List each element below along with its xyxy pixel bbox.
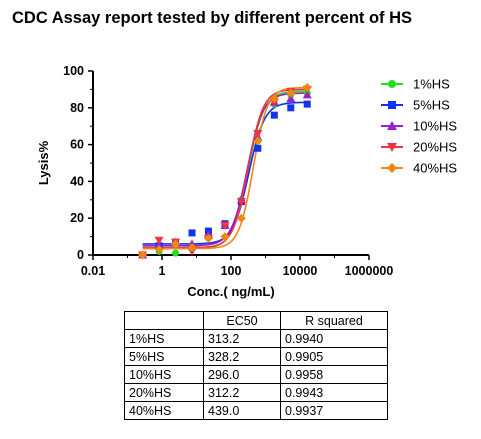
y-tick-label: 80 [70, 101, 84, 115]
data-point [286, 94, 296, 103]
table-header-ec50: EC50 [203, 311, 281, 330]
data-point [171, 239, 181, 249]
data-point [302, 83, 312, 93]
table-header-blank [124, 311, 204, 330]
row-rsquared: 0.9905 [280, 347, 388, 366]
table-row: 5%HS 328.2 0.9905 [124, 347, 388, 366]
y-axis-label: Lysis% [36, 140, 51, 185]
row-ec50: 312.2 [203, 383, 281, 402]
table-row: 20%HS 312.2 0.9943 [124, 383, 388, 402]
row-ec50: 328.2 [203, 347, 281, 366]
data-point [138, 250, 148, 260]
data-point [154, 236, 164, 245]
row-ec50: 313.2 [203, 329, 281, 348]
data-point [203, 233, 213, 243]
table-header-row: EC50 R squared [124, 311, 388, 330]
row-rsquared: 0.9937 [280, 401, 388, 420]
row-ec50: 439.0 [203, 401, 281, 420]
table-header-rsquared: R squared [280, 311, 388, 330]
legend-marker [388, 101, 396, 109]
y-tick-label: 20 [70, 211, 84, 225]
axes: 0 20 40 60 80 100 0.01 1 100 10000 1000000 Conc.( n… [36, 64, 393, 299]
chart: 0 20 40 60 80 100 0.01 1 100 10000 1000000 Conc.( n… [36, 64, 457, 299]
data-point [303, 100, 311, 108]
data-point [236, 198, 246, 207]
row-rsquared: 0.9940 [280, 329, 388, 348]
legend-marker [387, 143, 397, 152]
legend-label: 1%HS [413, 77, 450, 92]
row-rsquared: 0.9943 [280, 383, 388, 402]
fit-curve-40%HS [142, 86, 308, 250]
data-point [220, 222, 230, 231]
row-label: 10%HS [124, 365, 204, 384]
results-table: EC50 R squared 1%HS 313.2 0.9940 5%HS 32… [124, 311, 388, 420]
legend-marker [387, 121, 397, 130]
row-ec50: 296.0 [203, 365, 281, 384]
data-point [302, 90, 312, 99]
data-point [253, 136, 263, 146]
data-point [287, 104, 295, 112]
legend-label: 10%HS [413, 119, 457, 134]
legend-label: 5%HS [413, 98, 450, 113]
y-tick-label: 60 [70, 138, 84, 152]
data-point [154, 244, 164, 254]
x-tick-label: 1000000 [345, 264, 394, 278]
row-label: 5%HS [124, 347, 204, 366]
data-point [187, 243, 197, 253]
data-point [253, 130, 263, 139]
data-point [254, 144, 262, 152]
row-label: 40%HS [124, 401, 204, 420]
table-row: 40%HS 439.0 0.9937 [124, 401, 388, 420]
legend-label: 20%HS [413, 140, 457, 155]
legend-label: 40%HS [413, 161, 457, 176]
table-row: 10%HS 296.0 0.9958 [124, 365, 388, 384]
data-point [270, 111, 278, 119]
data-point [172, 249, 180, 257]
data-point [269, 94, 279, 104]
x-axis-label: Conc.( ng/mL) [187, 284, 274, 299]
data-point [286, 88, 296, 98]
table-row: 1%HS 313.2 0.9940 [124, 329, 388, 348]
x-tick-label: 10000 [283, 264, 318, 278]
row-label: 1%HS [124, 329, 204, 348]
legend: 1%HS 5%HS 10%HS 20%HS 40%HS [381, 77, 457, 176]
legend-marker [387, 163, 397, 173]
legend-marker [388, 80, 396, 88]
data-point [220, 232, 230, 242]
y-tick-label: 100 [63, 64, 84, 78]
x-tick-label: 100 [221, 264, 242, 278]
row-rsquared: 0.9958 [280, 365, 388, 384]
row-label: 20%HS [124, 383, 204, 402]
data-point [236, 213, 246, 223]
chart-title: CDC Assay report tested by different per… [12, 9, 413, 27]
data-points [138, 83, 312, 260]
y-tick-label: 0 [77, 248, 84, 262]
y-tick-label: 40 [70, 174, 84, 188]
x-tick-label: 0.01 [81, 264, 105, 278]
x-tick-label: 1 [159, 264, 166, 278]
data-point [188, 229, 196, 237]
